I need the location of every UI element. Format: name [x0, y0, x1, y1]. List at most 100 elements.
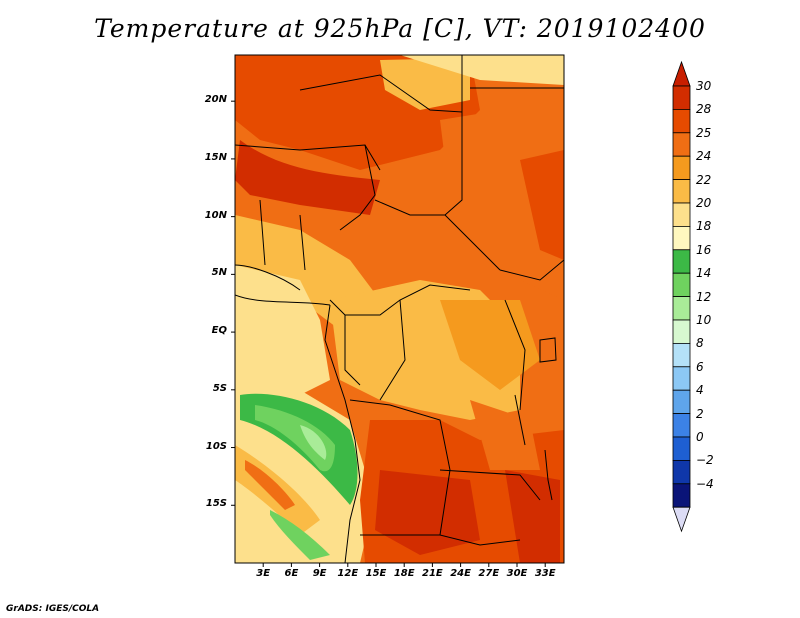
colorbar-bottom-arrow [672, 506, 691, 533]
colorbar [672, 60, 691, 533]
colorbar-tick-label: 28 [696, 102, 712, 117]
lon-tick-label: 15E [365, 568, 387, 579]
lon-tick-label: 27E [478, 568, 500, 579]
coast-west-central [324, 304, 361, 563]
field-libya-cool [400, 55, 564, 85]
colorbar-swatch [672, 459, 691, 485]
lat-tick-label: 10S [205, 440, 227, 452]
lon-tick-label: 18E [393, 568, 415, 579]
field-sudan [440, 100, 564, 300]
lakes [514, 337, 557, 501]
lon-tick-label: 6E [284, 568, 299, 579]
field-atlantic-eq [235, 265, 330, 395]
footer-credit: GrADS: IGES/COLA [6, 604, 100, 614]
colorbar-tick-label: 8 [696, 336, 704, 351]
colorbar-tick-label: 16 [696, 242, 712, 257]
colorbar-tick-label: 25 [696, 125, 712, 140]
colorbar-tick-label: 6 [696, 359, 704, 374]
colorbar-tick-label: 12 [696, 289, 712, 304]
lon-tick-label: 24E [450, 568, 471, 579]
border-chad-sudan [444, 112, 463, 216]
lat-tick-label: 10N [204, 209, 227, 221]
colorbar-swatch [672, 85, 691, 110]
lon-tick-label: 9E [312, 568, 327, 579]
chart-title: Temperature at 925hPa [C], VT: 201910240… [94, 14, 706, 43]
colorbar-swatch [672, 202, 691, 227]
lon-tick-label: 12E [337, 568, 359, 579]
border-congo-drc [379, 299, 406, 401]
colorbar-swatch [672, 366, 691, 391]
colorbar-swatch [672, 319, 691, 344]
border-angola [349, 399, 451, 536]
colorbar-tick-label: 14 [696, 266, 712, 281]
country-borders [235, 55, 564, 563]
field-ethiopia-hot [520, 150, 564, 260]
lat-tick-label: 15S [205, 498, 227, 510]
colorbar-swatch [672, 179, 691, 204]
lat-tick-label: EQ [211, 325, 227, 337]
border-car [374, 199, 501, 271]
colorbar-swatch [672, 483, 691, 508]
colorbar-tick-label: 20 [696, 196, 712, 210]
lon-tick-label: 3E [256, 568, 271, 579]
colorbar-tick-label: −2 [696, 453, 714, 468]
colorbar-tick-label: 24 [696, 149, 712, 164]
lat-tick-label: 20N [204, 94, 227, 106]
border-west-africa [259, 199, 306, 271]
border-sahara [299, 55, 463, 113]
lat-tick-label: 15N [204, 151, 227, 163]
lat-tick-label: 5N [211, 267, 227, 279]
colorbar-swatch [672, 109, 691, 134]
border-zambia [439, 469, 541, 501]
colorbar-swatch [672, 296, 691, 321]
map-frame [234, 54, 565, 564]
temperature-field [235, 55, 564, 563]
border-gabon [344, 315, 361, 386]
border-mali-niger [235, 144, 381, 171]
colorbar-swatch [672, 155, 691, 180]
lat-tick-label: 5S [212, 382, 227, 394]
colorbar-swatch [672, 225, 691, 251]
colorbar-top-arrow [672, 60, 691, 87]
field-sw-warmer [245, 460, 295, 510]
lake-victoria [539, 337, 557, 363]
field-east-congo [440, 300, 540, 390]
colorbar-swatch [672, 413, 691, 438]
colorbar-swatch [672, 436, 691, 461]
colorbar-tick-label: 30 [696, 79, 712, 93]
colorbar-tick-label: 0 [696, 430, 704, 444]
border-namibia [360, 534, 521, 546]
lat-tick-marks [231, 100, 235, 506]
lon-tick-label: 30E [506, 568, 528, 579]
lake-tanganyika [514, 394, 526, 446]
field-sw-green [270, 510, 330, 560]
lon-tick-label: 33E [534, 568, 556, 579]
colorbar-tick-label: −4 [696, 476, 714, 491]
colorbar-tick-label: 4 [696, 383, 704, 398]
border-cameroon-congo [329, 284, 471, 316]
colorbar-swatch [672, 389, 691, 415]
colorbar-tick-label: 18 [696, 219, 712, 234]
colorbar-tick-label: 22 [696, 172, 712, 187]
colorbar-swatch [672, 132, 691, 157]
colorbar-swatch [672, 272, 691, 298]
border-ethiopia [499, 259, 564, 281]
coast-west-africa [235, 264, 301, 291]
colorbar-swatch [672, 342, 691, 368]
colorbar-swatch [672, 249, 691, 274]
border-nigeria-niger [339, 144, 376, 231]
colorbar-tick-label: 2 [696, 406, 704, 421]
field-sahara-warm [380, 58, 470, 110]
colorbar-tick-label: 10 [696, 313, 712, 327]
lake-malawi [544, 449, 553, 501]
field-tanzania [470, 400, 540, 470]
lon-tick-label: 21E [422, 568, 443, 579]
lon-tick-marks [262, 563, 546, 567]
border-great-lakes [504, 299, 526, 411]
field-green-core [300, 425, 327, 460]
field-angola-hottest [375, 470, 480, 555]
field-sahel-hottest [235, 140, 380, 215]
coast-gulf-guinea [235, 294, 331, 306]
